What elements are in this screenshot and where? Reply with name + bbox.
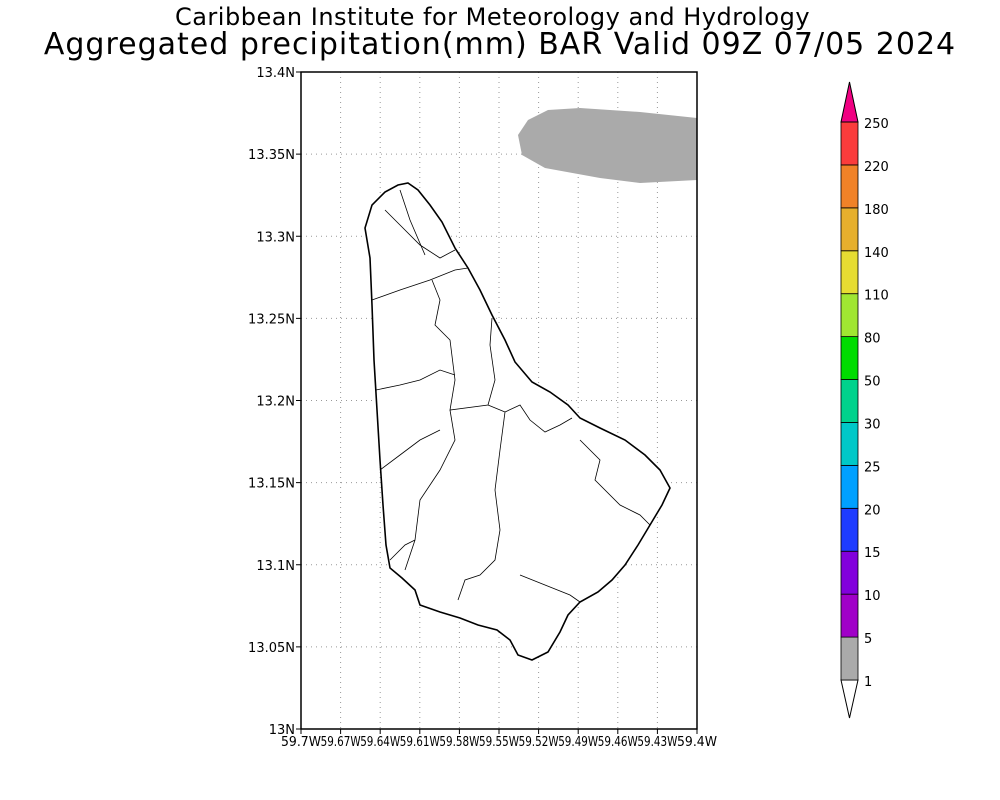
- colorbar-over-triangle: [840, 81, 859, 123]
- colorbar-swatch: [840, 550, 859, 595]
- lon-tick-label: 59.67W: [321, 735, 361, 750]
- colorbar-swatch: [840, 422, 859, 466]
- island-outline: [364, 182, 671, 661]
- colorbar-swatch: [840, 507, 859, 552]
- colorbar-swatch: [840, 593, 859, 638]
- lon-tick-label: 59.49W: [558, 735, 598, 750]
- colorbar-label: 250: [864, 117, 889, 132]
- colorbar-label: 50: [864, 375, 881, 390]
- colorbar-label: 15: [864, 546, 881, 561]
- colorbar-label: 1: [864, 675, 872, 690]
- colorbar-swatch: [840, 207, 859, 252]
- colorbar-label: 25: [864, 460, 881, 475]
- colorbar-label: 10: [864, 589, 881, 604]
- lon-tick-label: 59.7W: [281, 735, 321, 750]
- lat-tick-label: 13.35N: [248, 148, 295, 163]
- colorbar-label: 140: [864, 246, 889, 261]
- colorbar-label: 30: [864, 417, 881, 432]
- colorbar-under-triangle: [840, 679, 859, 719]
- colorbar-label: 180: [864, 203, 889, 218]
- colorbar-label: 110: [864, 289, 889, 304]
- lon-tick-label: 59.61W: [400, 735, 440, 750]
- lat-tick-label: 13.1N: [256, 559, 295, 574]
- colorbar-swatch: [840, 379, 859, 423]
- lat-tick-label: 13N: [269, 723, 295, 738]
- lat-tick-label: 13.3N: [256, 230, 295, 245]
- lat-tick-label: 13.25N: [248, 312, 295, 327]
- lon-tick-label: 59.58W: [439, 735, 479, 750]
- lat-tick-label: 13.2N: [256, 395, 295, 410]
- colorbar-swatch: [840, 636, 859, 681]
- colorbar-label: 220: [864, 160, 889, 175]
- axes: 13N 13.05N 13.1N 13.15N 13.2N 13.25N 13.3N 13.3…: [248, 66, 717, 750]
- lat-tick-label: 13.4N: [256, 66, 295, 81]
- colorbar-swatch: [840, 336, 859, 380]
- colorbar-swatch: [840, 250, 859, 295]
- colorbar-swatch: [840, 164, 859, 209]
- lon-tick-label: 59.64W: [360, 735, 400, 750]
- colorbar-swatch: [840, 293, 859, 338]
- lat-tick-label: 13.15N: [248, 477, 295, 492]
- colorbar-label: 20: [864, 503, 881, 518]
- lat-tick-label: 13.05N: [248, 641, 295, 656]
- lon-tick-label: 59.52W: [519, 735, 559, 750]
- parish-boundaries: [371, 189, 651, 603]
- lon-tick-label: 59.4W: [677, 735, 717, 750]
- plot-subtitle: Aggregated precipitation(mm) BAR Valid 0…: [43, 27, 957, 62]
- colorbar-label: 5: [864, 632, 872, 647]
- lon-tick-label: 59.55W: [479, 735, 519, 750]
- precip-area: [518, 108, 697, 183]
- colorbar-label: 80: [864, 332, 881, 347]
- colorbar-swatch: [840, 464, 859, 509]
- lon-tick-label: 59.46W: [598, 735, 638, 750]
- lon-tick-label: 59.43W: [637, 735, 677, 750]
- colorbar-swatch: [840, 121, 859, 166]
- plot-title: Caribbean Institute for Meteorology and …: [174, 3, 811, 31]
